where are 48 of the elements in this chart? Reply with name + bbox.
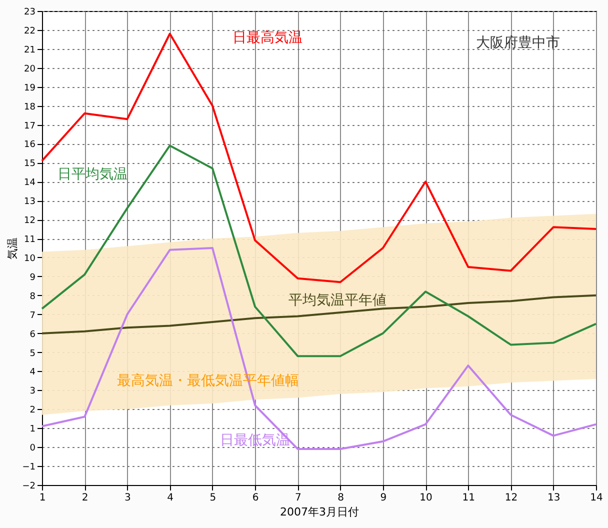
y-tick-label: 6 bbox=[30, 330, 36, 340]
y-axis-title: 気温 bbox=[6, 238, 20, 260]
x-tick-label: 14 bbox=[590, 492, 603, 504]
y-tick-label: 13 bbox=[24, 197, 36, 208]
y-tick-label: 22 bbox=[24, 26, 36, 36]
y-tick-label: 15 bbox=[24, 159, 36, 170]
y-tick-label: 20 bbox=[24, 64, 36, 74]
y-tick-label: −2 bbox=[22, 482, 36, 492]
line-series bbox=[41, 144, 597, 358]
x-tick-label: 11 bbox=[462, 492, 476, 504]
y-tick-label: 5 bbox=[30, 348, 36, 359]
x-tick-label: 5 bbox=[210, 492, 216, 504]
y-tick-label: 1 bbox=[30, 424, 36, 435]
y-tick-label: 0 bbox=[30, 444, 36, 454]
y-tick-label: 21 bbox=[24, 45, 36, 56]
y-tick-label: 12 bbox=[24, 216, 36, 226]
y-tick-label: 17 bbox=[24, 121, 36, 132]
y-tick-label: 2 bbox=[30, 406, 36, 416]
y-tick-label: 11 bbox=[24, 235, 36, 246]
y-tick-label: 4 bbox=[30, 368, 36, 378]
y-tick-label: 14 bbox=[24, 178, 36, 188]
x-tick-label: 1 bbox=[39, 492, 46, 504]
x-tick-label: 8 bbox=[338, 492, 344, 504]
x-tick-label: 13 bbox=[548, 492, 560, 504]
line-series bbox=[41, 294, 597, 334]
x-tick-label: 12 bbox=[504, 492, 518, 504]
y-tick-label: 3 bbox=[30, 386, 36, 397]
x-tick-label: 4 bbox=[167, 492, 174, 504]
y-tick-label: 9 bbox=[30, 272, 36, 283]
y-tick-label: 10 bbox=[24, 254, 36, 264]
series-label: 平均気温平年値 bbox=[288, 292, 387, 308]
x-tick-label: 3 bbox=[124, 492, 131, 504]
y-tick-label: 18 bbox=[24, 102, 36, 112]
y-tick-label: 19 bbox=[24, 83, 36, 94]
y-tick-label: 8 bbox=[30, 292, 36, 302]
text: 日最高気温 bbox=[232, 30, 302, 46]
x-tick-label: 9 bbox=[380, 492, 387, 504]
x-tick-label: 10 bbox=[420, 492, 432, 504]
x-tick-label: 2 bbox=[82, 492, 88, 504]
annotation: 最高気温・最低気温平年値幅 bbox=[117, 373, 299, 389]
y-tick-label: 7 bbox=[30, 310, 36, 321]
y-tick-label: 16 bbox=[24, 140, 36, 150]
x-tick-label: 6 bbox=[252, 492, 259, 504]
x-axis-title: 2007年3月日付 bbox=[280, 506, 359, 518]
y-tick-label: 23 bbox=[24, 8, 36, 18]
line-series bbox=[41, 247, 597, 450]
y-tick-label: −1 bbox=[22, 462, 36, 473]
x-tick-label: 7 bbox=[295, 492, 302, 504]
